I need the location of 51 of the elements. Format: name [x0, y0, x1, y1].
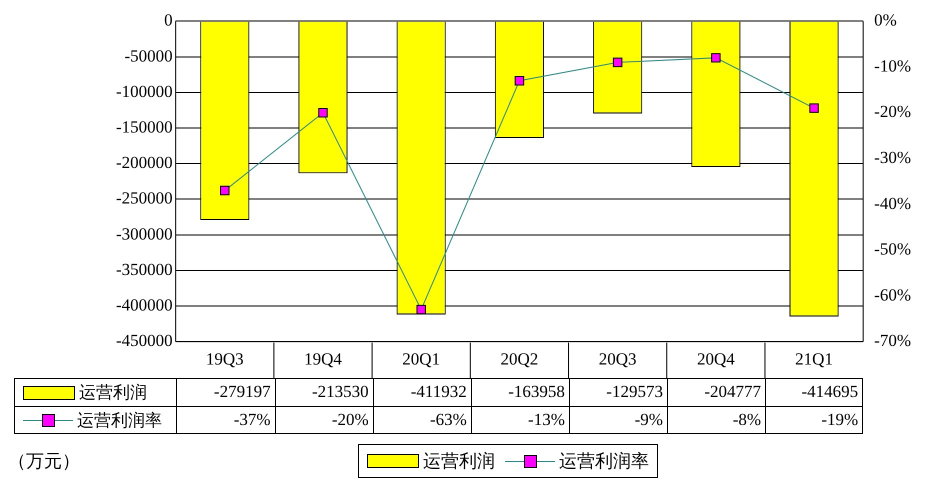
data-label: -163958 [470, 379, 569, 406]
y2-tick-label: -60% [874, 285, 912, 304]
y-tick-label: -250000 [116, 188, 173, 208]
data-label: -8% [666, 407, 766, 433]
data-label: -411932 [372, 379, 471, 406]
x-tick-label: 20Q2 [500, 349, 538, 368]
y-tick-label: -100000 [116, 82, 173, 101]
point [220, 186, 230, 196]
data-label: -129573 [568, 379, 667, 406]
x-tick-label: 20Q3 [598, 349, 637, 368]
data-label: -279197 [176, 379, 275, 406]
y2-tick-label: -50% [874, 240, 912, 259]
data-label: -414695 [765, 379, 864, 406]
x-tick-label: 20Q1 [402, 349, 440, 368]
legend-label: 运营利润 [79, 382, 147, 404]
text: 运营利润率 [559, 451, 649, 471]
y-tick-label: 0 [164, 10, 173, 30]
x-tick-label: 19Q3 [206, 349, 244, 368]
y2-tick-label: -70% [874, 331, 912, 350]
y-tick-label: -450000 [116, 331, 173, 350]
text: 运营利润 [423, 451, 495, 471]
y-tick-label: -200000 [116, 153, 173, 172]
point [809, 103, 819, 113]
data-label: -13% [470, 407, 569, 433]
data-label: -37% [176, 407, 275, 433]
point [318, 108, 328, 118]
y-tick-label: -50000 [124, 46, 173, 66]
data-label: -63% [372, 407, 471, 433]
text: （万元） [8, 451, 80, 471]
y2-tick-label: -30% [874, 148, 912, 167]
point [514, 76, 524, 86]
y-tick-label: -350000 [116, 260, 173, 279]
data-label: -20% [274, 407, 373, 433]
y2-tick-label: -10% [874, 56, 912, 76]
x-tick-label: 20Q4 [696, 349, 736, 368]
data-label: -204777 [666, 379, 766, 406]
y-tick-label: -400000 [116, 295, 173, 314]
y2-tick-label: -20% [874, 102, 912, 122]
x-tick-label: 21Q1 [795, 349, 833, 368]
y-tick-label: -150000 [116, 117, 173, 136]
y2-tick-label: 0% [874, 10, 897, 30]
data-label: -213530 [274, 379, 373, 406]
point [612, 58, 622, 68]
point [711, 53, 721, 63]
y-tick-label: -300000 [116, 224, 173, 244]
point [416, 304, 426, 314]
data-label: -9% [568, 407, 667, 433]
y2-tick-label: -40% [874, 194, 912, 213]
x-tick-label: 19Q4 [304, 349, 342, 368]
legend-label: 运营利润率 [77, 410, 162, 432]
data-label: -19% [765, 407, 864, 433]
